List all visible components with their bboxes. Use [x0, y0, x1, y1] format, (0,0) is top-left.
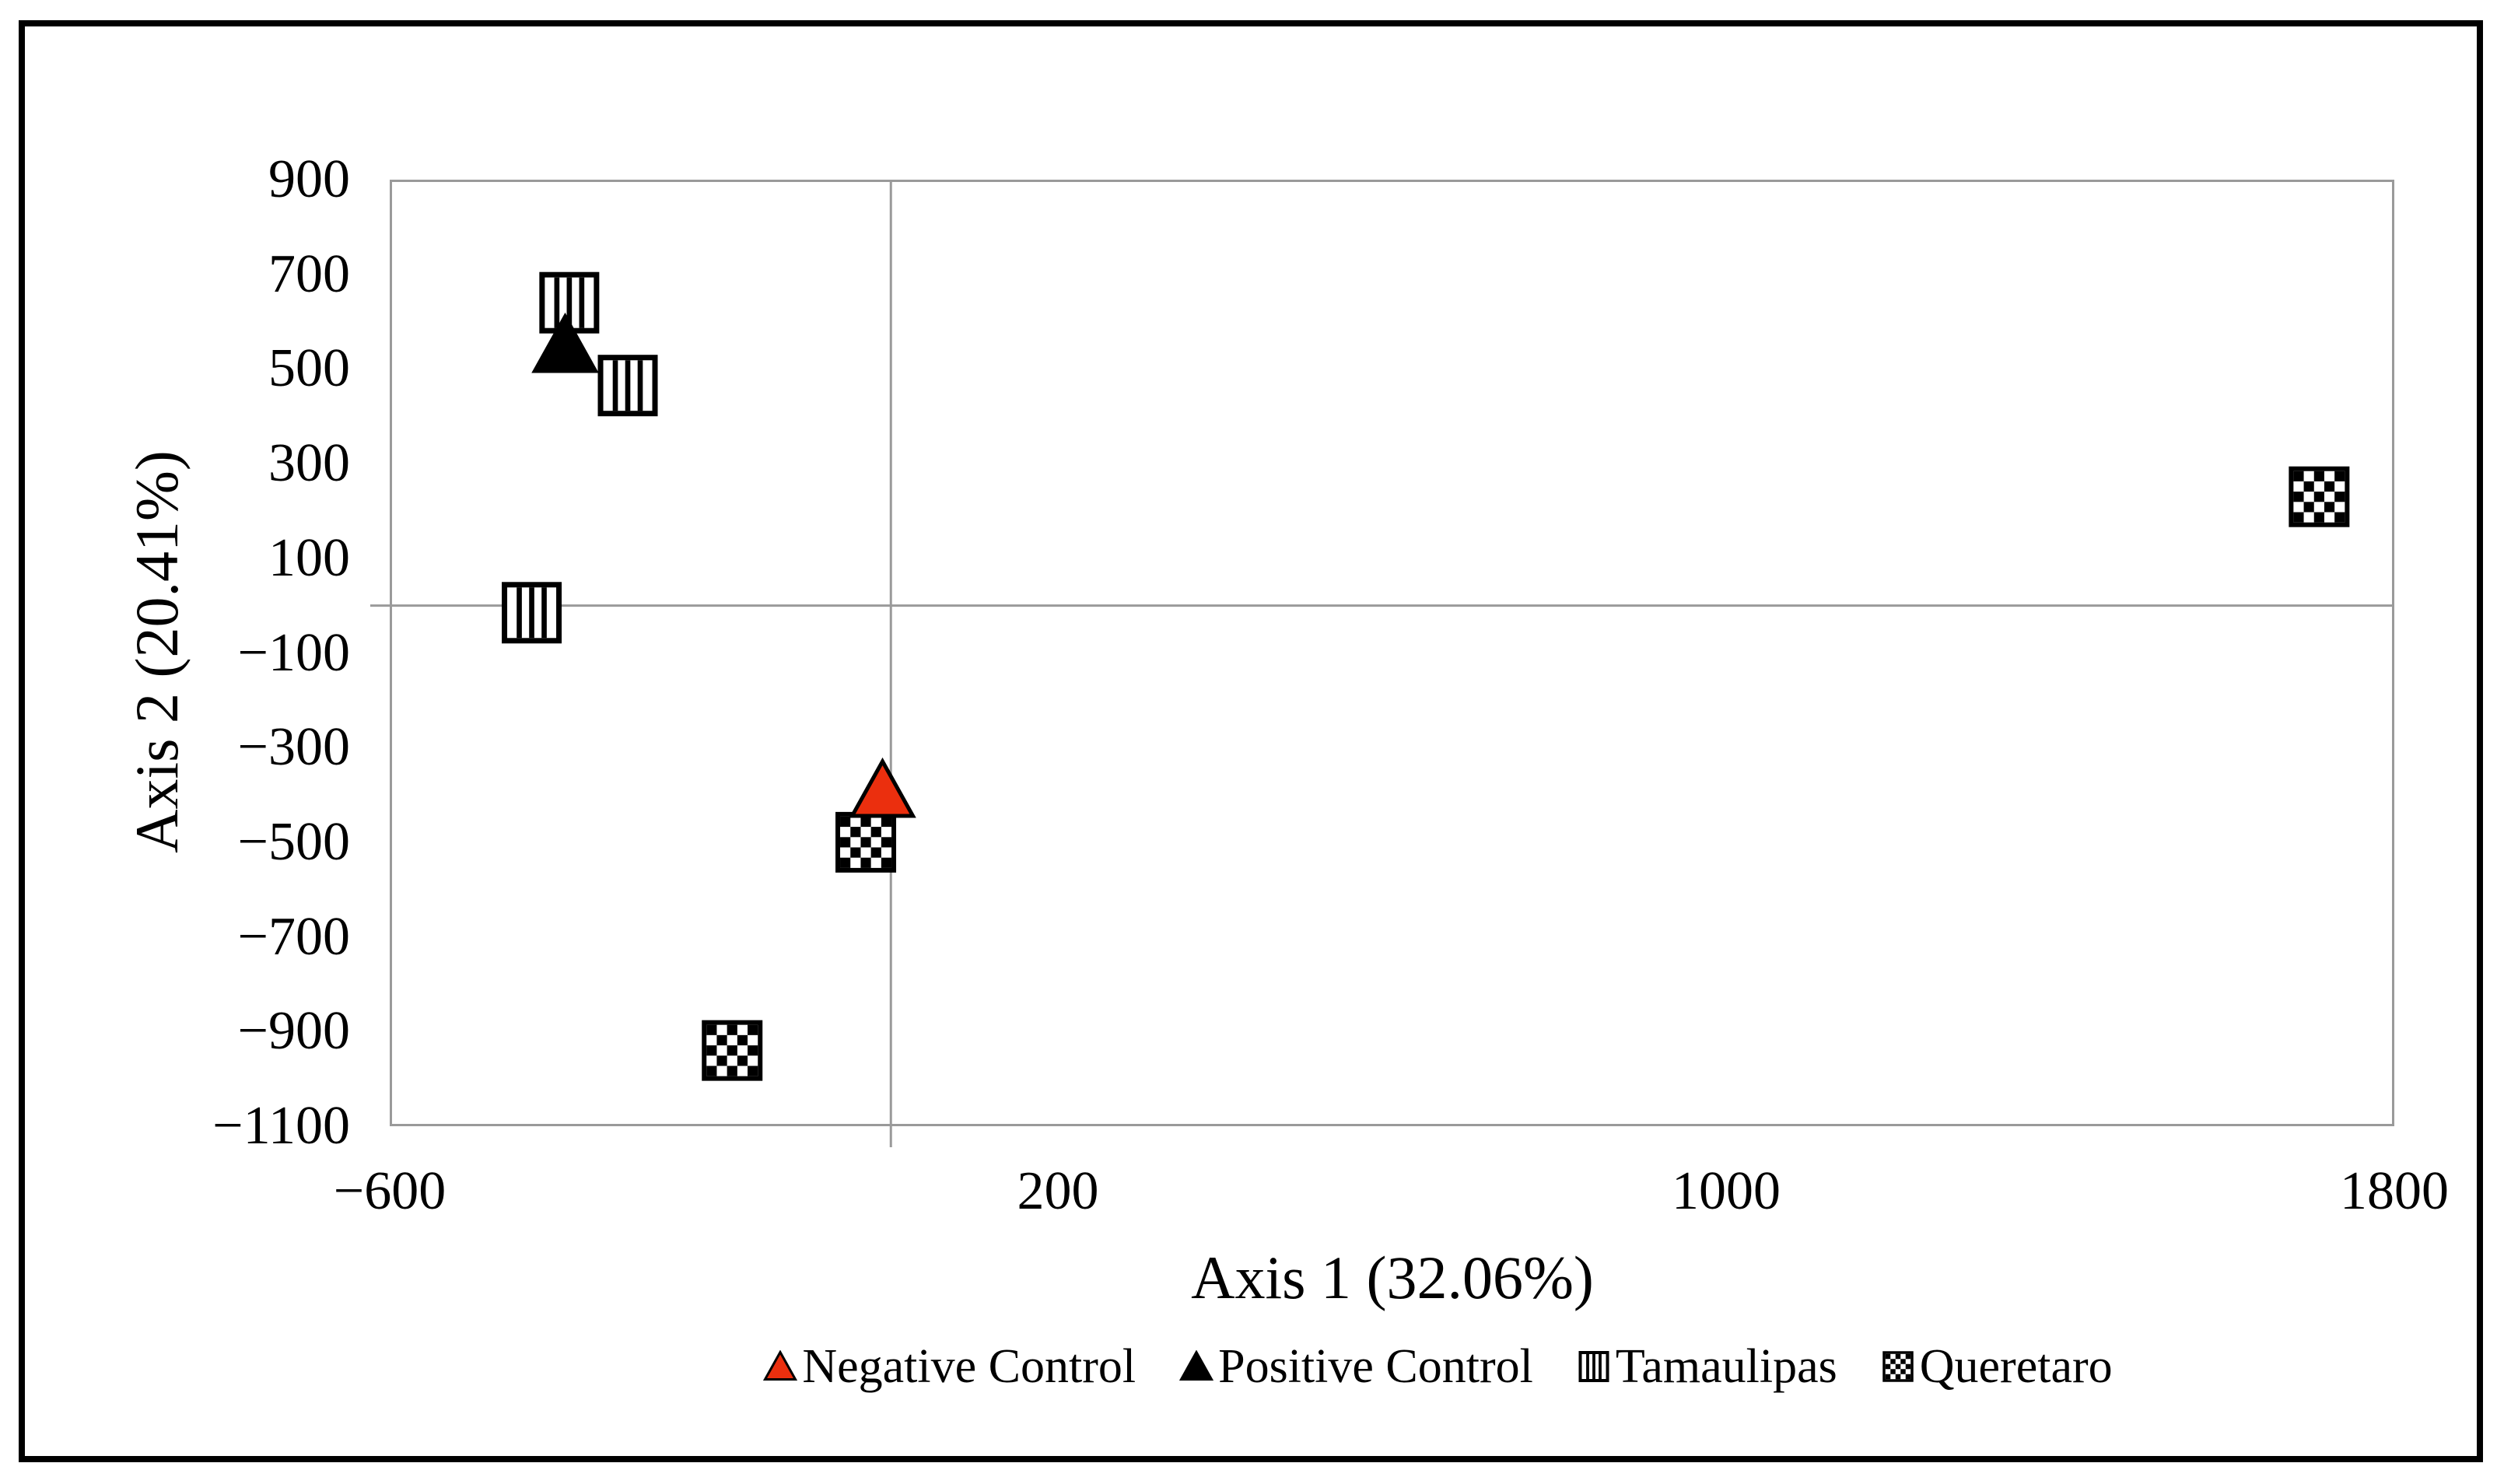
legend-item-positive-control: Positive Control: [1179, 1339, 1533, 1394]
triangle-legend-icon: [763, 1350, 798, 1381]
square-checker-legend-icon: [1882, 1351, 1914, 1382]
data-point-marker: [597, 355, 658, 417]
y-tick-label: −300: [237, 717, 350, 778]
x-tick-label: 1800: [2340, 1161, 2449, 1221]
y-tick-label: −1100: [212, 1096, 350, 1156]
x-axis-title: Axis 1 (32.06%): [1191, 1244, 1594, 1311]
figure-border: [19, 20, 2483, 1462]
y-tick-label: 900: [268, 149, 350, 209]
data-point-marker: [1179, 1350, 1214, 1381]
legend-item-label: Queretaro: [1919, 1340, 2113, 1393]
x-tick-label: 1000: [1672, 1161, 1781, 1221]
data-point-marker: [849, 757, 916, 818]
x-tick-label: 200: [1017, 1161, 1099, 1221]
data-point-marker: [1882, 1351, 1914, 1382]
x-tick-label: −600: [333, 1161, 447, 1221]
y-tick-label: 700: [268, 243, 350, 304]
data-point-marker: [1578, 1351, 1609, 1382]
y-tick-label: 100: [268, 527, 350, 588]
data-point-marker: [2289, 466, 2350, 527]
y-tick-label: −700: [237, 906, 350, 967]
data-point-marker: [835, 811, 897, 873]
legend: Negative Control Positive Control Tamaulip…: [436, 1324, 2440, 1409]
y-tick-label: 300: [268, 433, 350, 494]
legend-item-tamaulipas: Tamaulipas: [1577, 1339, 1837, 1394]
square-vertical-stripes-legend-icon: [1578, 1351, 1609, 1382]
legend-item-negative-control: Negative Control: [763, 1339, 1136, 1394]
data-point-marker: [702, 1020, 763, 1081]
legend-item-label: Positive Control: [1218, 1340, 1533, 1393]
y-tick-label: −100: [237, 622, 350, 683]
data-point-marker: [531, 312, 599, 373]
data-point-marker: [502, 582, 562, 644]
y-tick-label: −500: [237, 811, 350, 872]
plot-area: [370, 180, 2394, 1147]
data-point-marker: [763, 1350, 798, 1381]
legend-item-queretaro: Queretaro: [1881, 1339, 2113, 1394]
y-tick-label: 500: [268, 338, 350, 399]
legend-item-label: Negative Control: [802, 1340, 1136, 1393]
legend-item-label: Tamaulipas: [1615, 1340, 1837, 1393]
triangle-legend-icon: [1179, 1350, 1214, 1381]
y-tick-label: −900: [237, 1001, 350, 1062]
